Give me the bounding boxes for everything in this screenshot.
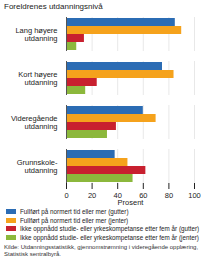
svg-text:Videregåendeutdanning: Videregåendeutdanning bbox=[11, 114, 58, 130]
html-text:Fullført på normert tid eller: Fullført på normert tid eller mer (gutte… bbox=[20, 208, 129, 215]
html-text:Kilde: Utdanningsstatistikk, g: Kilde: Utdanningsstatistikk, gjennomstrø… bbox=[4, 244, 199, 257]
svg-text:80: 80 bbox=[165, 191, 173, 200]
svg-text:100: 100 bbox=[188, 191, 201, 200]
svg-text:Grunnskole-utdanning: Grunnskole-utdanning bbox=[17, 158, 58, 175]
svg-text:Lang høyereutdanning: Lang høyereutdanning bbox=[15, 26, 57, 43]
svg-text:40: 40 bbox=[113, 190, 122, 200]
html-text:Ikke oppnådd studie- eller yrk: Ikke oppnådd studie- eller yrkeskompetan… bbox=[20, 233, 199, 241]
svg-text:Prosent: Prosent bbox=[118, 198, 145, 207]
html-text:Ikke oppnådd studie- eller yrk: Ikke oppnådd studie- eller yrkeskompetan… bbox=[20, 225, 200, 232]
svg-text:Kort høyereutdanning: Kort høyereutdanning bbox=[18, 70, 57, 87]
html-text:Fullført på normert tid eller: Fullført på normert tid eller mer (jente… bbox=[20, 216, 129, 224]
svg-text:20: 20 bbox=[88, 191, 96, 200]
svg-text:0: 0 bbox=[64, 191, 68, 200]
html-text:Foreldrenes utdanningsnivå: Foreldrenes utdanningsnivå bbox=[4, 2, 103, 11]
svg-text:60: 60 bbox=[139, 190, 148, 200]
